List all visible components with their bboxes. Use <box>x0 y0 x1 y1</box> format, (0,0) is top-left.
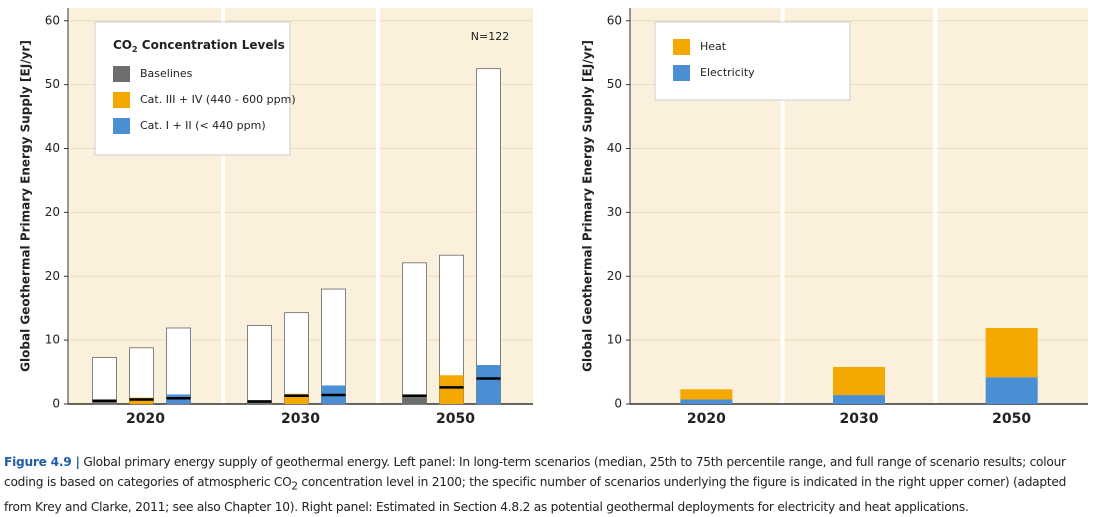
legend-title-text: CO <box>113 38 132 52</box>
y-tick-label: 10 <box>607 333 622 347</box>
legend-swatch <box>113 118 130 134</box>
x-tick-label: 2050 <box>436 411 475 427</box>
legend-label: Electricity <box>700 66 755 79</box>
annotation: N=122 <box>471 30 509 43</box>
x-tick-label: 2020 <box>687 411 726 427</box>
range-box <box>284 312 309 405</box>
y-tick-label: 30 <box>607 205 622 219</box>
range-box <box>321 288 346 405</box>
y-tick-label: 0 <box>614 397 622 411</box>
range-box <box>476 68 501 405</box>
bar-segment <box>833 395 885 404</box>
y-tick-label: 50 <box>607 77 622 91</box>
caption: Figure 4.9 | Global primary energy suppl… <box>4 452 1090 517</box>
range-box <box>402 262 427 405</box>
legend-swatch <box>673 39 690 55</box>
caption-text: Global primary energy supply of geotherm… <box>4 455 1066 489</box>
legend-label: Heat <box>700 40 727 53</box>
y-tick-label: 20 <box>45 269 60 283</box>
caption-text: concentration level in 2100; the specifi… <box>4 475 1067 515</box>
caption-label: Figure 4.9 | <box>4 455 80 469</box>
y-tick-label: 10 <box>45 333 60 347</box>
x-tick-label: 2020 <box>126 411 165 427</box>
bar-segment <box>985 327 1038 378</box>
percentile-box <box>284 393 309 404</box>
legend-title-text: Concentration Levels <box>138 38 285 52</box>
percentile-box <box>439 375 464 404</box>
percentile-box <box>129 397 154 404</box>
caption-sub: 2 <box>291 481 298 493</box>
percentile-box <box>402 394 427 404</box>
bar-segment <box>985 377 1038 404</box>
range-box <box>92 356 117 405</box>
x-tick-label: 2030 <box>281 411 320 427</box>
range-box <box>247 325 272 405</box>
y-tick-label: 60 <box>607 13 622 27</box>
range-box <box>129 347 154 405</box>
x-tick-label: 2050 <box>992 411 1031 427</box>
legend-label: Baselines <box>140 67 193 80</box>
legend-title: CO2 Concentration Levels <box>113 38 285 54</box>
legend-swatch <box>113 66 130 82</box>
legend-swatch <box>673 65 690 81</box>
bar-segment <box>833 366 885 396</box>
x-tick-label: 2030 <box>840 411 879 427</box>
y-axis-label: Global Geothermal Primary Energy Supply … <box>19 40 33 372</box>
legend-label: Cat. III + IV (440 - 600 ppm) <box>140 93 296 106</box>
legend-label: Cat. I + II (< 440 ppm) <box>140 119 266 132</box>
legend-box <box>654 21 851 101</box>
bar-segment <box>680 399 733 404</box>
range-box <box>166 327 191 405</box>
y-tick-label: 40 <box>607 141 622 155</box>
y-tick-label: 60 <box>45 13 60 27</box>
legend-swatch <box>113 92 130 108</box>
bar-segment <box>680 389 733 400</box>
y-tick-label: 20 <box>45 205 60 219</box>
y-axis-label: Global Geothermal Primary Energy Supply … <box>581 40 595 372</box>
y-tick-label: 20 <box>607 269 622 283</box>
percentile-box <box>476 365 501 404</box>
y-tick-label: 50 <box>45 77 60 91</box>
y-tick-label: 40 <box>45 141 60 155</box>
y-tick-label: 0 <box>52 397 60 411</box>
legend-title-sub: 2 <box>132 45 138 54</box>
